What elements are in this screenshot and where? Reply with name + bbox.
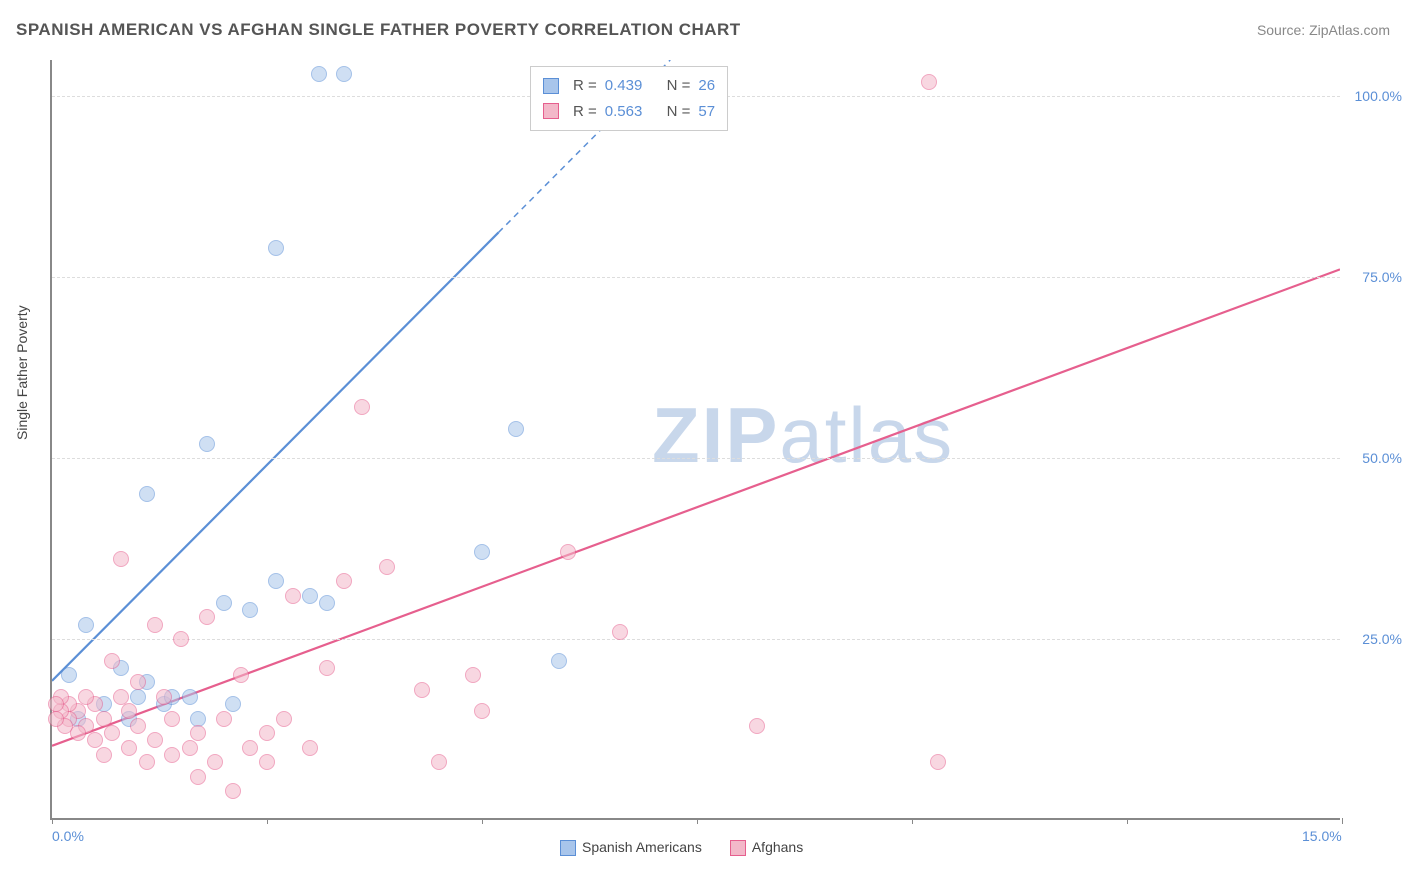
data-point <box>130 689 146 705</box>
y-axis-title: Single Father Poverty <box>14 305 30 440</box>
chart-title: SPANISH AMERICAN VS AFGHAN SINGLE FATHER… <box>16 20 741 40</box>
data-point <box>147 617 163 633</box>
y-tick-label: 50.0% <box>1362 450 1402 466</box>
data-point <box>319 595 335 611</box>
legend-row: R = 0.439 N = 26 <box>543 73 715 99</box>
data-point <box>199 436 215 452</box>
data-point <box>508 421 524 437</box>
data-point <box>104 653 120 669</box>
data-point <box>414 682 430 698</box>
data-point <box>474 544 490 560</box>
data-point <box>276 711 292 727</box>
x-tick-label: 15.0% <box>1302 828 1342 844</box>
y-tick-label: 25.0% <box>1362 631 1402 647</box>
data-point <box>560 544 576 560</box>
data-point <box>233 667 249 683</box>
data-point <box>431 754 447 770</box>
data-point <box>749 718 765 734</box>
data-point <box>173 631 189 647</box>
data-point <box>242 602 258 618</box>
data-point <box>182 689 198 705</box>
gridline <box>52 458 1340 459</box>
data-point <box>48 696 64 712</box>
data-point <box>225 783 241 799</box>
data-point <box>113 551 129 567</box>
data-point <box>311 66 327 82</box>
data-point <box>61 667 77 683</box>
data-point <box>319 660 335 676</box>
chart-area: ZIPatlas 25.0%50.0%75.0%100.0%0.0%15.0% … <box>50 60 1340 820</box>
chart-header: SPANISH AMERICAN VS AFGHAN SINGLE FATHER… <box>16 20 1390 40</box>
data-point <box>156 689 172 705</box>
data-point <box>242 740 258 756</box>
data-point <box>612 624 628 640</box>
x-tick <box>912 818 913 824</box>
data-point <box>164 711 180 727</box>
data-point <box>182 740 198 756</box>
data-point <box>78 617 94 633</box>
data-point <box>336 573 352 589</box>
data-point <box>207 754 223 770</box>
data-point <box>147 732 163 748</box>
watermark: ZIPatlas <box>652 390 954 481</box>
y-tick-label: 100.0% <box>1355 88 1402 104</box>
legend-row: R = 0.563 N = 57 <box>543 99 715 125</box>
data-point <box>259 725 275 741</box>
data-point <box>48 711 64 727</box>
series-legend: Spanish Americans Afghans <box>560 839 803 856</box>
data-point <box>199 609 215 625</box>
data-point <box>259 754 275 770</box>
legend-item: Spanish Americans <box>560 839 702 856</box>
data-point <box>96 747 112 763</box>
y-tick-label: 75.0% <box>1362 269 1402 285</box>
data-point <box>87 732 103 748</box>
data-point <box>354 399 370 415</box>
data-point <box>139 754 155 770</box>
data-point <box>96 711 112 727</box>
x-tick <box>267 818 268 824</box>
data-point <box>930 754 946 770</box>
data-point <box>465 667 481 683</box>
data-point <box>336 66 352 82</box>
data-point <box>268 573 284 589</box>
data-point <box>302 740 318 756</box>
data-point <box>190 725 206 741</box>
data-point <box>379 559 395 575</box>
data-point <box>139 486 155 502</box>
plot-region: ZIPatlas 25.0%50.0%75.0%100.0%0.0%15.0% <box>50 60 1340 820</box>
data-point <box>216 595 232 611</box>
data-point <box>268 240 284 256</box>
x-tick <box>52 818 53 824</box>
data-point <box>164 747 180 763</box>
data-point <box>121 740 137 756</box>
legend-item: Afghans <box>730 839 803 856</box>
data-point <box>285 588 301 604</box>
data-point <box>216 711 232 727</box>
regression-lines <box>52 60 1340 818</box>
x-tick-label: 0.0% <box>52 828 84 844</box>
x-tick <box>482 818 483 824</box>
gridline <box>52 639 1340 640</box>
data-point <box>104 725 120 741</box>
data-point <box>225 696 241 712</box>
correlation-legend: R = 0.439 N = 26R = 0.563 N = 57 <box>530 66 728 131</box>
data-point <box>921 74 937 90</box>
x-tick <box>1127 818 1128 824</box>
x-tick <box>697 818 698 824</box>
chart-source: Source: ZipAtlas.com <box>1257 22 1390 38</box>
data-point <box>78 689 94 705</box>
data-point <box>113 689 129 705</box>
x-tick <box>1342 818 1343 824</box>
gridline <box>52 277 1340 278</box>
data-point <box>130 718 146 734</box>
data-point <box>302 588 318 604</box>
data-point <box>474 703 490 719</box>
data-point <box>121 703 137 719</box>
data-point <box>190 769 206 785</box>
data-point <box>130 674 146 690</box>
data-point <box>551 653 567 669</box>
